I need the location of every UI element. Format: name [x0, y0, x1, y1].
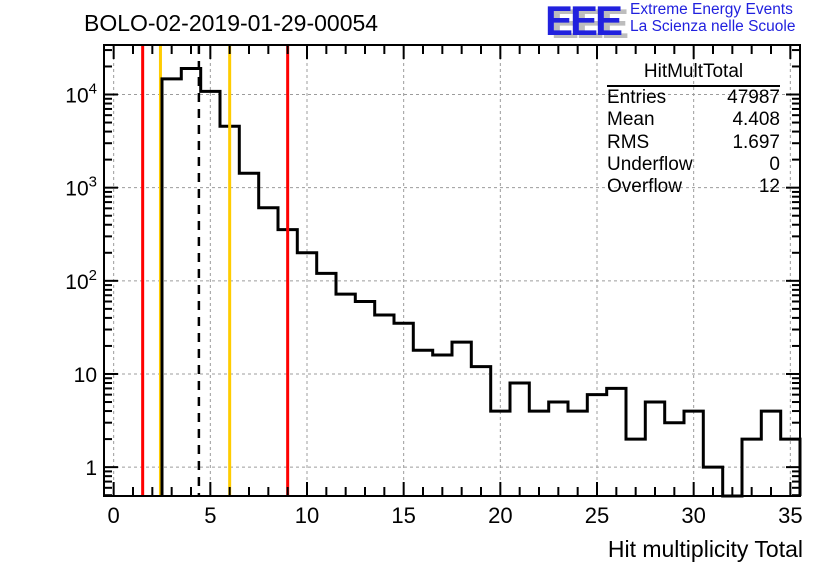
stats-row-value: 4.408: [732, 109, 780, 131]
threshold-lines-front: [197, 45, 290, 496]
x-axis-title: Hit multiplicity Total: [608, 536, 803, 562]
eee-logo-line1: Extreme Energy Events: [630, 1, 793, 18]
x-tick-label: 35: [778, 503, 802, 528]
stats-row-label: Mean: [607, 109, 655, 131]
y-axis-labels: 1 10 102 103 104: [65, 81, 97, 481]
stats-row: Overflow 12: [607, 176, 780, 198]
stats-row-value: 12: [758, 176, 780, 198]
x-tick-label: 15: [391, 503, 415, 528]
x-tick-label: 10: [295, 503, 319, 528]
plot-frame: [103, 44, 801, 497]
stats-row-value: 47987: [727, 87, 780, 108]
y-tick-label: 102: [65, 267, 97, 294]
stats-row-value: 0: [769, 153, 780, 175]
stats-row-value: 1.697: [732, 131, 780, 153]
stats-row-label: Underflow: [607, 153, 693, 175]
x-tick-label: 20: [488, 503, 512, 528]
frame: [103, 44, 801, 497]
plot-title: BOLO-02-2019-01-29-00054: [84, 10, 379, 36]
stats-row: Underflow 0: [607, 154, 780, 176]
stats-box: HitMultTotal Entries 47987 Mean 4.408 RMS 1.6…: [607, 60, 780, 198]
stats-row: Entries 47987: [607, 87, 780, 109]
y-tick-label: 103: [65, 174, 97, 201]
histogram: [160, 67, 802, 498]
stats-row: RMS 1.697: [607, 132, 780, 154]
gridlines: [104, 45, 800, 496]
eee-logo-line2: La Scienza nelle Scuole: [630, 18, 796, 35]
x-axis-labels: 0 5 10 15 20 25 30 35: [108, 503, 803, 528]
x-tick-label: 5: [204, 503, 216, 528]
y-tick-label: 10: [74, 364, 97, 387]
stats-row: Mean 4.408: [607, 109, 780, 131]
stats-box-title: HitMultTotal: [607, 60, 780, 87]
eee-logo-acronym: EEE: [545, 0, 623, 44]
y-tick-label: 1: [85, 457, 97, 480]
stats-box-rows: Entries 47987 Mean 4.408 RMS 1.697 Underflow 0 O…: [607, 87, 780, 198]
eee-logo-text: Extreme Energy Events La Scienza nelle S…: [630, 1, 795, 35]
histogram-line: [160, 67, 802, 498]
threshold-lines-back: [141, 45, 162, 496]
x-tick-label: 0: [108, 503, 120, 528]
y-tick-label: 104: [65, 81, 97, 108]
stats-row-label: RMS: [607, 131, 650, 153]
eee-logo: EEE Extreme Energy Events La Scienza nel…: [545, 0, 796, 42]
axis-ticks: [104, 45, 800, 497]
stats-row-label: Entries: [607, 87, 667, 108]
x-tick-label: 30: [681, 503, 705, 528]
x-axis-title: Hit multiplicity Total: [608, 536, 803, 562]
x-tick-label: 25: [585, 503, 609, 528]
stats-row-label: Overflow: [607, 176, 682, 198]
